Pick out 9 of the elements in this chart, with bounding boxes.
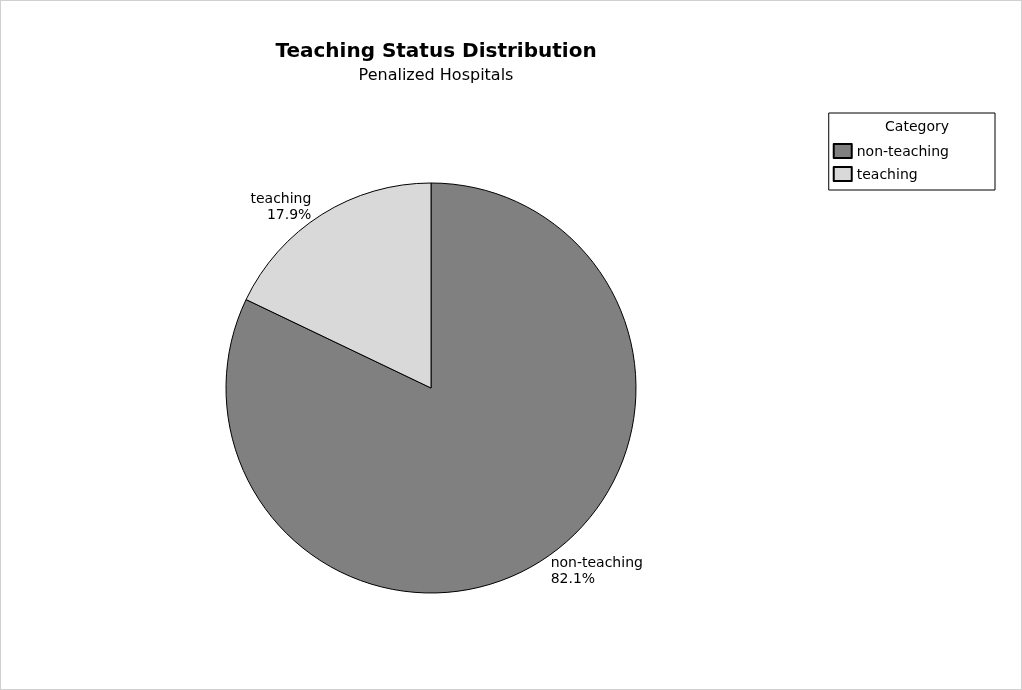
slice-label: teaching xyxy=(250,190,312,207)
data-label: 17.9% xyxy=(266,206,312,223)
chart-title: Teaching Status Distribution xyxy=(275,38,597,62)
chart-subtitle: Penalized Hospitals xyxy=(358,64,514,84)
legend-title: Category xyxy=(885,118,949,134)
legend-label: non-teaching xyxy=(856,143,949,159)
slice-label: non-teaching xyxy=(550,553,643,570)
legend-label: teaching xyxy=(856,166,918,182)
data-label: 82.1% xyxy=(550,569,596,586)
